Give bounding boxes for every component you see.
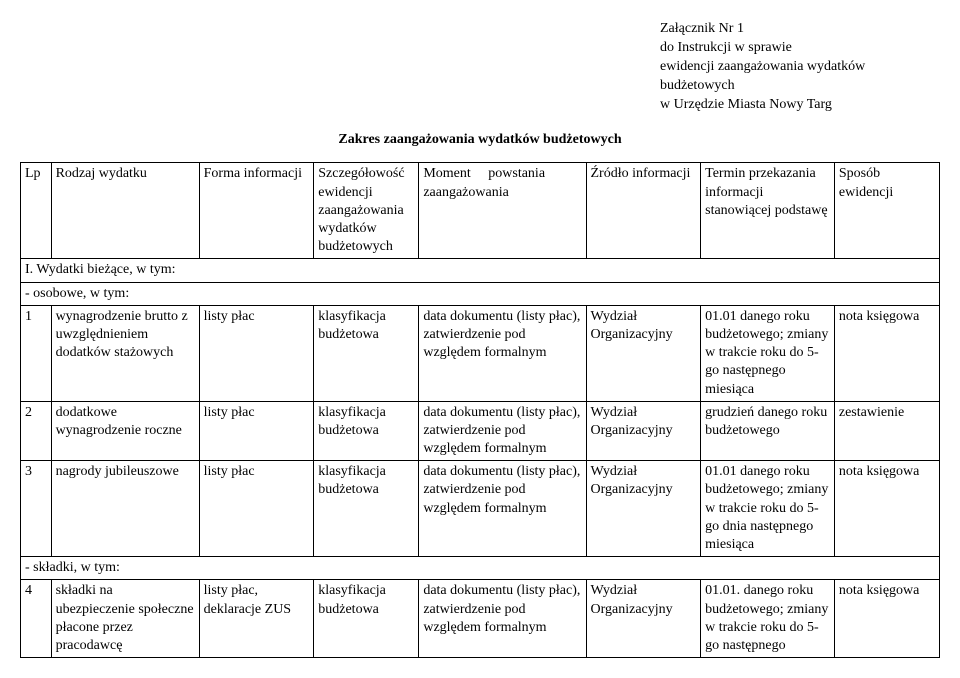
cell-rodzaj: dodatkowe wynagrodzenie roczne xyxy=(51,401,199,461)
section-label: - osobowe, w tym: xyxy=(21,282,940,305)
header-line-1: Załącznik Nr 1 xyxy=(660,20,940,39)
table-row: 1 wynagrodzenie brutto z uwzględnieniem … xyxy=(21,305,940,401)
cell-szczeg: klasyfikacja budżetowa xyxy=(314,461,419,557)
cell-forma: listy płac xyxy=(199,461,314,557)
cell-sposob: nota księgowa xyxy=(834,461,939,557)
cell-moment: data dokumentu (listy płac), zatwierdzen… xyxy=(419,305,586,401)
col-moment: Moment powstania zaangażowania xyxy=(419,163,586,259)
document-title: Zakres zaangażowania wydatków budżetowyc… xyxy=(20,132,940,148)
section-row-biezace: I. Wydatki bieżące, w tym: xyxy=(21,259,940,282)
col-szczeg: Szczegółowość ewidencji zaangażowania wy… xyxy=(314,163,419,259)
col-forma: Forma informacji xyxy=(199,163,314,259)
cell-sposob: zestawienie xyxy=(834,401,939,461)
cell-sposob: nota księgowa xyxy=(834,305,939,401)
cell-szczeg: klasyfikacja budżetowa xyxy=(314,401,419,461)
cell-forma: listy płac xyxy=(199,401,314,461)
cell-rodzaj: nagrody jubileuszowe xyxy=(51,461,199,557)
cell-lp: 2 xyxy=(21,401,52,461)
col-sposob: Sposób ewidencji xyxy=(834,163,939,259)
cell-zrodlo: Wydział Organizacyjny xyxy=(586,305,701,401)
col-lp: Lp xyxy=(21,163,52,259)
cell-termin: grudzień danego roku budżetowego xyxy=(701,401,835,461)
cell-lp: 1 xyxy=(21,305,52,401)
col-rodzaj: Rodzaj wydatku xyxy=(51,163,199,259)
header-line-3: ewidencji zaangażowania wydatków budżeto… xyxy=(660,58,940,96)
header-line-2: do Instrukcji w sprawie xyxy=(660,39,940,58)
cell-termin: 01.01 danego roku budżetowego; zmiany w … xyxy=(701,461,835,557)
section-row-skladki: - składki, w tym: xyxy=(21,557,940,580)
table-header-row: Lp Rodzaj wydatku Forma informacji Szcze… xyxy=(21,163,940,259)
cell-moment: data dokumentu (listy płac), zatwierdzen… xyxy=(419,461,586,557)
expenditure-table: Lp Rodzaj wydatku Forma informacji Szcze… xyxy=(20,162,940,658)
cell-forma: listy płac xyxy=(199,305,314,401)
header-line-4: w Urzędzie Miasta Nowy Targ xyxy=(660,96,940,115)
cell-zrodlo: Wydział Organizacyjny xyxy=(586,461,701,557)
section-label: - składki, w tym: xyxy=(21,557,940,580)
section-label: I. Wydatki bieżące, w tym: xyxy=(21,259,940,282)
col-termin: Termin przekazania informacji stanowiące… xyxy=(701,163,835,259)
table-row: 3 nagrody jubileuszowe listy płac klasyf… xyxy=(21,461,940,557)
cell-termin: 01.01 danego roku budżetowego; zmiany w … xyxy=(701,305,835,401)
table-row: 2 dodatkowe wynagrodzenie roczne listy p… xyxy=(21,401,940,461)
col-zrodlo: Źródło informacji xyxy=(586,163,701,259)
attachment-header: Załącznik Nr 1 do Instrukcji w sprawie e… xyxy=(660,20,940,114)
cell-moment: data dokumentu (listy płac), zatwierdzen… xyxy=(419,401,586,461)
cell-lp: 3 xyxy=(21,461,52,557)
cell-rodzaj: wynagrodzenie brutto z uwzględnieniem do… xyxy=(51,305,199,401)
section-row-osobowe: - osobowe, w tym: xyxy=(21,282,940,305)
cell-zrodlo: Wydział Organizacyjny xyxy=(586,401,701,461)
cell-szczeg: klasyfikacja budżetowa xyxy=(314,305,419,401)
